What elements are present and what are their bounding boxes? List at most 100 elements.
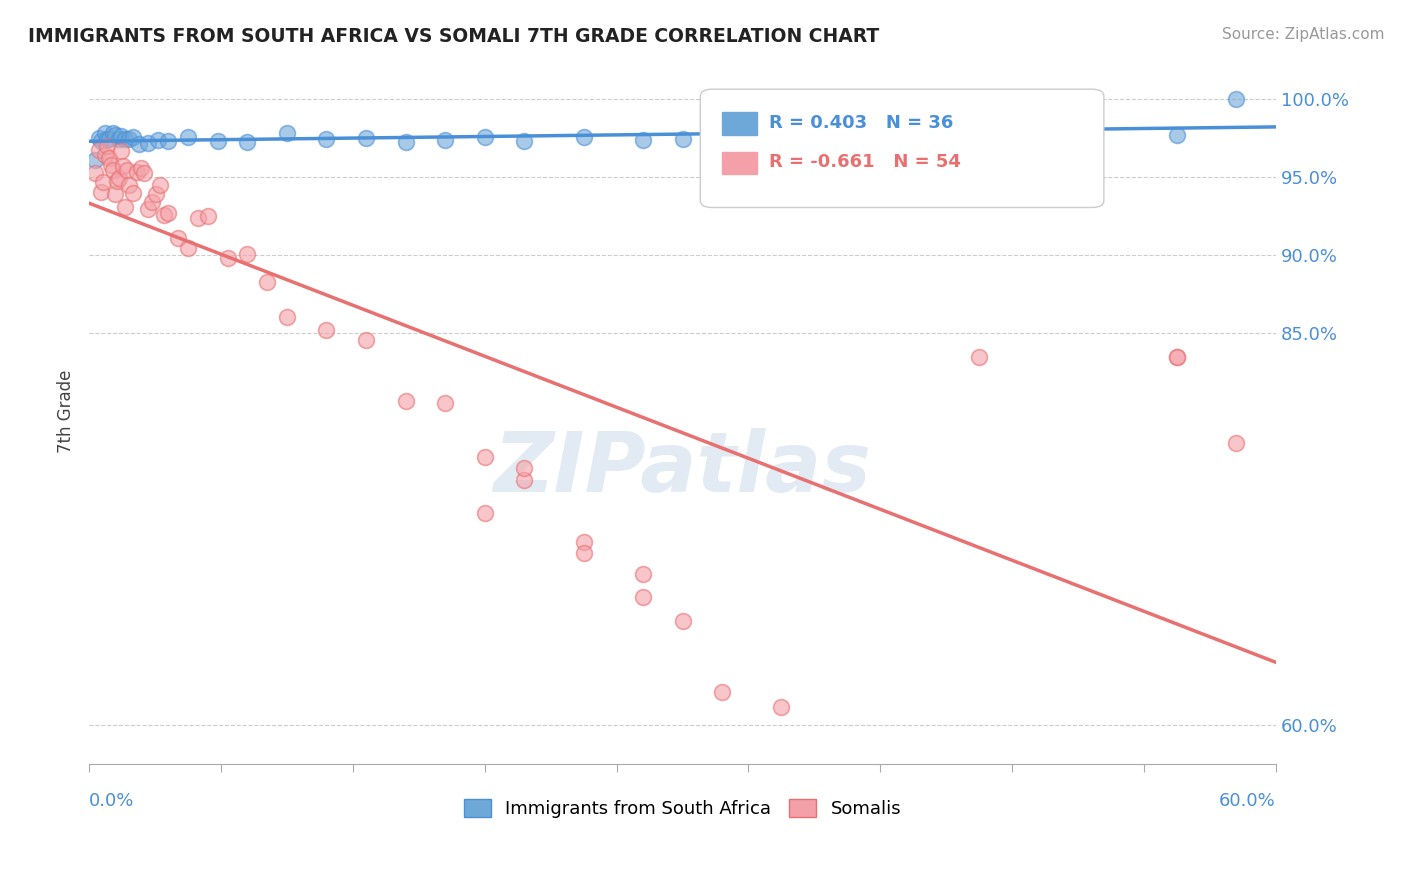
Point — [90, 185, 112, 199]
Point — [100, 158, 122, 172]
Point — [236, 247, 259, 261]
Point — [104, 187, 127, 202]
Point — [125, 165, 148, 179]
Point — [1225, 436, 1247, 450]
Point — [97, 131, 120, 145]
Point — [631, 566, 654, 581]
Point — [107, 132, 129, 146]
Bar — [721, 112, 758, 135]
Point — [167, 231, 190, 245]
Point — [1166, 350, 1188, 364]
Point — [121, 186, 143, 201]
Point — [513, 135, 536, 149]
Point — [87, 143, 110, 157]
Point — [114, 132, 136, 146]
Point — [101, 126, 124, 140]
Point — [141, 195, 163, 210]
Point — [121, 130, 143, 145]
Point — [474, 506, 496, 520]
Point — [572, 129, 595, 144]
Text: 60.0%: 60.0% — [1219, 792, 1277, 810]
Point — [830, 131, 852, 145]
Point — [153, 208, 176, 222]
Point — [104, 128, 127, 143]
Point — [236, 135, 259, 149]
Text: R = 0.403   N = 36: R = 0.403 N = 36 — [769, 114, 953, 132]
Point — [315, 323, 337, 337]
Point — [572, 534, 595, 549]
Text: Source: ZipAtlas.com: Source: ZipAtlas.com — [1222, 27, 1385, 42]
Point — [117, 132, 139, 146]
Point — [110, 129, 132, 144]
Point — [631, 590, 654, 604]
Point — [157, 206, 180, 220]
Point — [115, 162, 138, 177]
Point — [84, 153, 107, 167]
Point — [107, 171, 129, 186]
Point — [157, 134, 180, 148]
Point — [96, 139, 118, 153]
Point — [256, 275, 278, 289]
Text: IMMIGRANTS FROM SOUTH AFRICA VS SOMALI 7TH GRADE CORRELATION CHART: IMMIGRANTS FROM SOUTH AFRICA VS SOMALI 7… — [28, 27, 879, 45]
Point — [110, 145, 132, 159]
Point — [84, 166, 107, 180]
Point — [207, 134, 229, 148]
Point — [96, 131, 118, 145]
Point — [354, 130, 377, 145]
Point — [111, 159, 134, 173]
Point — [217, 252, 239, 266]
Text: 0.0%: 0.0% — [89, 792, 135, 810]
Point — [276, 310, 298, 324]
Point — [1166, 350, 1188, 364]
Point — [177, 241, 200, 255]
Point — [101, 163, 124, 178]
Point — [91, 175, 114, 189]
Point — [138, 202, 160, 216]
Point — [148, 133, 170, 147]
Text: ZIPatlas: ZIPatlas — [494, 427, 872, 508]
Point — [967, 350, 990, 364]
FancyBboxPatch shape — [700, 89, 1104, 208]
Point — [129, 161, 152, 175]
Point — [434, 132, 457, 146]
Text: R = -0.661   N = 54: R = -0.661 N = 54 — [769, 153, 962, 170]
Point — [671, 614, 693, 628]
Point — [869, 134, 891, 148]
Point — [513, 473, 536, 487]
Point — [394, 136, 416, 150]
Point — [117, 178, 139, 192]
Bar — [721, 152, 758, 175]
Point — [94, 126, 117, 140]
Point — [187, 211, 209, 225]
Point — [513, 461, 536, 475]
Point — [97, 152, 120, 166]
Point — [128, 136, 150, 151]
Point — [315, 131, 337, 145]
Point — [134, 166, 156, 180]
Point — [354, 333, 377, 347]
Point — [90, 134, 112, 148]
Point — [94, 147, 117, 161]
Point — [145, 186, 167, 201]
Point — [138, 136, 160, 151]
Point — [711, 685, 734, 699]
Y-axis label: 7th Grade: 7th Grade — [58, 370, 75, 453]
Point — [711, 133, 734, 147]
Point — [394, 393, 416, 408]
Point — [770, 125, 793, 139]
Point — [631, 133, 654, 147]
Point — [87, 131, 110, 145]
Point — [276, 126, 298, 140]
Legend: Immigrants from South Africa, Somalis: Immigrants from South Africa, Somalis — [457, 791, 908, 825]
Point — [474, 130, 496, 145]
Point — [149, 178, 172, 192]
Point — [1225, 92, 1247, 106]
Point — [474, 450, 496, 465]
Point — [105, 174, 128, 188]
Point — [434, 395, 457, 409]
Point — [114, 201, 136, 215]
Point — [671, 132, 693, 146]
Point — [770, 699, 793, 714]
Point — [197, 209, 219, 223]
Point — [1166, 128, 1188, 143]
